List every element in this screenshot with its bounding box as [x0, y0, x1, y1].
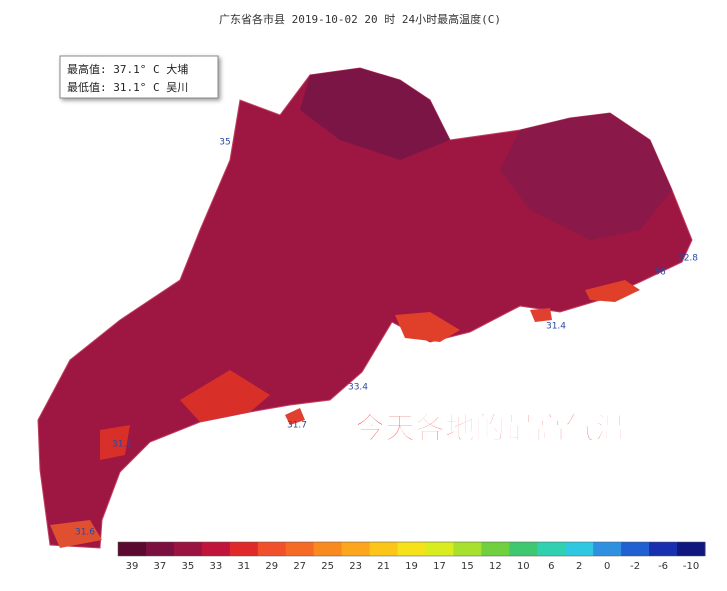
legend-swatch — [369, 542, 399, 556]
station-value: 31.7 — [287, 421, 307, 431]
legend-swatch — [201, 542, 231, 556]
station-value: 35 — [219, 138, 230, 148]
legend-swatch — [285, 542, 315, 556]
legend-swatch — [537, 542, 566, 556]
legend-label: 21 — [377, 561, 390, 572]
north-region — [300, 68, 450, 160]
coast-patch — [100, 425, 130, 460]
legend-swatch — [313, 542, 343, 556]
station-value: 36 — [654, 268, 666, 278]
legend-label: 10 — [517, 561, 530, 572]
legend-label: 2 — [576, 561, 582, 572]
legend-swatch — [453, 542, 482, 556]
legend-swatch — [173, 542, 203, 556]
legend-label: 19 — [405, 561, 418, 572]
info-min: 最低值: 31.1° C 吴川 — [67, 81, 188, 94]
legend-label: 39 — [126, 561, 139, 572]
legend-swatch — [677, 542, 706, 556]
legend-swatch — [649, 542, 678, 556]
legend-label: 31 — [237, 561, 250, 572]
legend-label: 17 — [433, 561, 446, 572]
legend-label: 35 — [182, 561, 195, 572]
east-region — [500, 113, 672, 240]
station-value: 33.4 — [348, 383, 368, 393]
legend-label: 12 — [489, 561, 502, 572]
legend-swatch — [565, 542, 594, 556]
legend-swatch — [425, 542, 454, 556]
station-value: 31.1 — [112, 440, 132, 450]
legend-label: 27 — [293, 561, 306, 572]
legend-label: 29 — [265, 561, 278, 572]
info-max: 最高值: 37.1° C 大埔 — [67, 62, 188, 76]
color-legend: 39 37 35 33 31 29 27 25 23 21 19 17 15 12 10 6 2 0 -2 -6 -10 — [117, 541, 706, 572]
island — [285, 408, 305, 425]
province-map — [37, 67, 693, 549]
legend-swatch — [229, 542, 259, 556]
coast-patch — [395, 312, 460, 342]
legend-swatch — [481, 542, 510, 556]
legend-swatch — [397, 542, 426, 556]
legend-label: 25 — [321, 561, 334, 572]
legend-label: -2 — [630, 561, 640, 572]
legend-label: 0 — [604, 561, 610, 572]
legend-label: 37 — [154, 561, 167, 572]
legend-label: 33 — [209, 561, 222, 572]
legend-swatch — [593, 542, 622, 556]
legend-swatch — [118, 542, 147, 556]
legend-swatch — [341, 542, 371, 556]
coast-patch — [50, 520, 102, 548]
legend-label: 6 — [548, 561, 554, 572]
legend-label: -6 — [658, 561, 668, 572]
legend-label: -10 — [683, 561, 699, 572]
station-labels: 35 32.8 36 31.4 33.4 31.7 31.1 31.6 — [75, 138, 698, 538]
legend-swatch — [257, 542, 287, 556]
station-value: 31.6 — [75, 528, 95, 538]
island — [530, 308, 552, 322]
legend-swatch — [509, 542, 538, 556]
coast-patch — [585, 280, 640, 302]
info-box — [59, 55, 219, 99]
legend-swatch — [145, 542, 175, 556]
map-title: 广东省各市县 2019-10-02 20 时 24小时最高温度(C) — [219, 12, 501, 26]
legend-label: 15 — [461, 561, 474, 572]
legend-label: 23 — [349, 561, 362, 572]
legend-swatch — [621, 542, 650, 556]
coast-patch — [180, 370, 270, 422]
caption: 今天各地的最高气温 — [355, 412, 625, 447]
station-value: 32.8 — [678, 254, 698, 264]
legend-border — [117, 541, 706, 557]
station-value: 31.4 — [546, 322, 566, 332]
